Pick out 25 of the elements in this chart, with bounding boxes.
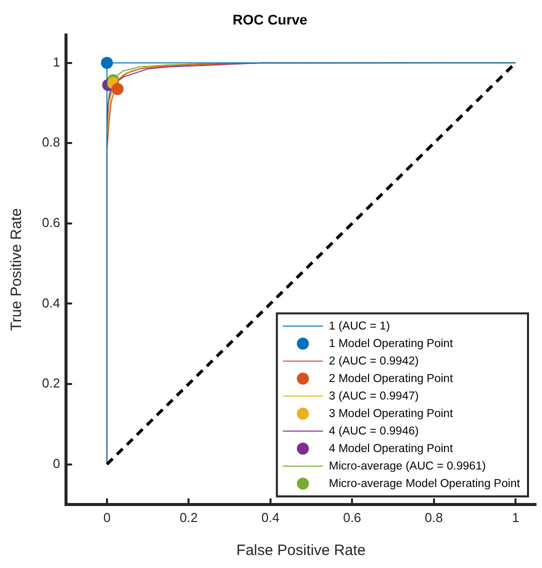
legend-label: 2 (AUC = 0.9942) [328, 355, 419, 368]
x-axis-title: False Positive Rate [236, 542, 366, 560]
y-tick-label: 1 [52, 54, 60, 70]
legend-label: 4 (AUC = 0.9946) [328, 425, 419, 438]
legend-label: 4 Model Operating Point [328, 442, 454, 455]
x-tick-label: 0.2 [180, 510, 198, 525]
legend-label: 1 (AUC = 1) [328, 320, 390, 332]
y-tick-label: 0.2 [42, 376, 60, 391]
legend-label: 1 Model Operating Point [328, 338, 454, 350]
y-tick-label: 0.8 [42, 134, 60, 150]
y-tick-label: 0.4 [42, 295, 60, 310]
x-tick-label: 0 [103, 510, 111, 525]
x-tick-label: 1 [512, 510, 520, 525]
legend-label: 3 Model Operating Point [328, 408, 454, 420]
x-tick-label: 0.8 [424, 510, 443, 525]
y-tick-label: 0.6 [42, 215, 60, 230]
legend-label: Micro-average Model Operating Point [328, 478, 521, 490]
x-tick-label: 0.4 [261, 510, 280, 525]
legend-label: 3 (AUC = 0.9947) [328, 390, 419, 402]
x-tick-label: 0.6 [343, 510, 362, 525]
legend-label: Micro-average (AUC = 0.9961) [328, 460, 486, 472]
y-tick-label: 0 [52, 456, 60, 471]
y-axis-title: True Positive Rate [8, 208, 26, 332]
legend-label: 2 Model Operating Point [328, 372, 454, 385]
chart-title: ROC Curve [232, 11, 308, 28]
